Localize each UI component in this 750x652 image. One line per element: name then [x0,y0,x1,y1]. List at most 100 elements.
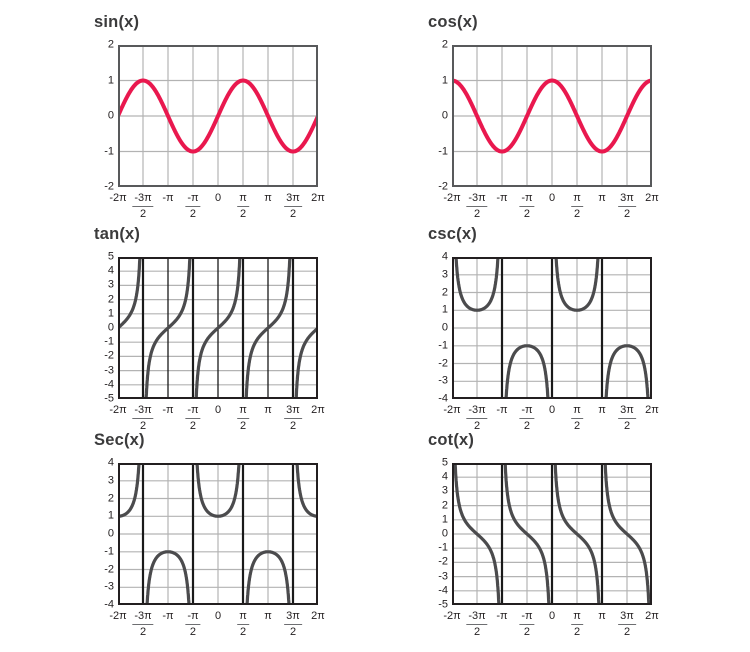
x-tick-denominator: 2 [573,625,581,638]
x-tick-label: 0 [547,192,557,206]
y-tick-label: 2 [107,492,114,504]
x-tick-denominator: 2 [623,419,631,432]
x-tick-numerator: 3π [284,610,302,625]
x-tick-numerator: π [264,404,272,416]
x-tick-numerator: π [598,192,606,204]
plot-canvas-cos [452,45,652,187]
x-tick-numerator: 3π [284,404,302,419]
y-tick-label: 1 [441,74,448,86]
x-tick-label: 0 [213,610,223,624]
y-tick-label: 4 [441,250,448,263]
x-tick-denominator: 2 [473,207,481,220]
x-tick-numerator: π [598,404,606,416]
csc-curve [454,257,650,399]
x-tick-numerator: 0 [214,192,222,204]
cot-curve [453,463,651,605]
y-tick-label: -1 [438,541,448,554]
x-tick-label: -π 2 [519,610,535,638]
x-tick-label: -3π 2 [132,610,154,638]
x-tick-label: 0 [547,610,557,624]
x-tick-numerator: -π [162,192,174,204]
plot-sec: Sec(x) 4 3 2 1 0 -1 -2 -3 -4 -2π -3π 2 -π -π 2 0 π 2 π 3π 2 2π [94,431,325,638]
x-tick-numerator: -π [185,404,201,419]
plot-border [452,45,652,187]
plot-tan: tan(x) 5 4 3 2 1 0 -1 -2 -3 -4 -5 -2π -3π 2 -π -π 2 0 π 2 π 3π… [94,225,325,432]
x-tick-label: -3π 2 [132,192,154,220]
x-tick-denominator: 2 [523,419,531,432]
y-tick-label: -1 [104,545,114,558]
x-tick-denominator: 2 [473,625,481,638]
y-tick-label: 2 [107,38,114,51]
plot-title-csc: csc(x) [428,225,477,243]
x-tick-numerator: 2π [311,610,325,622]
y-tick-label: 0 [107,527,114,540]
x-tick-numerator: -2π [109,192,127,204]
y-tick-label: 2 [441,499,448,512]
y-tick-label: 0 [107,321,114,334]
x-tick-label: 3π 2 [618,404,636,432]
y-tick-label: 1 [107,307,114,320]
y-tick-label: 4 [107,264,114,277]
plot-csc: csc(x) 4 3 2 1 0 -1 -2 -3 -4 -2π -3π 2 -π -π 2 0 π 2 π 3π 2 2π [428,225,659,432]
x-tick-denominator: 2 [239,207,247,220]
plot-canvas-sec [118,463,318,605]
x-tick-numerator: -2π [109,610,127,622]
x-tick-denominator: 2 [623,207,631,220]
y-tick-label: -1 [438,339,448,352]
y-tick-label: -1 [104,145,114,157]
x-tick-numerator: -2π [443,404,461,416]
x-tick-numerator: π [571,192,583,207]
x-tick-numerator: 2π [645,610,659,622]
plot-cos: cos(x) 2 1 0 -1 -2 -2π -3π 2 -π -π 2 0 π 2 π 3π 2 2π [428,13,659,220]
x-tick-denominator: 2 [523,625,531,638]
x-tick-numerator: -π [519,192,535,207]
x-tick-label: -π 2 [185,192,201,220]
sin-curve [118,78,318,154]
x-tick-numerator: -π [185,610,201,625]
x-tick-denominator: 2 [239,625,247,638]
y-tick-label: -2 [104,180,114,193]
y-tick-label: -3 [104,580,114,593]
x-tick-label: 3π 2 [284,192,302,220]
x-tick-label: -3π 2 [466,404,488,432]
x-tick-numerator: π [571,404,583,419]
x-tick-label: -π 2 [519,404,535,432]
plot-canvas-sin [118,45,318,187]
y-tick-label: 2 [441,38,448,51]
y-tick-label: 4 [441,470,448,483]
plot-canvas-csc [452,257,652,399]
x-tick-numerator: π [237,404,249,419]
x-tick-numerator: π [237,610,249,625]
x-tick-label: -3π 2 [466,192,488,220]
x-tick-label: -3π 2 [132,404,154,432]
x-tick-numerator: -π [496,192,508,204]
plot-title-sin: sin(x) [94,13,140,31]
x-tick-numerator: 3π [618,192,636,207]
x-tick-denominator: 2 [139,419,147,432]
y-tick-label: -2 [104,563,114,575]
plot-title-sec: Sec(x) [94,431,145,449]
y-tick-label: -2 [438,180,448,193]
x-tick-numerator: -2π [443,192,461,204]
x-tick-label: 2π [309,192,327,206]
y-tick-label: -1 [104,335,114,348]
x-tick-numerator: -π [162,404,174,416]
x-tick-denominator: 2 [573,419,581,432]
x-tick-denominator: 2 [139,207,147,220]
x-tick-denominator: 2 [623,625,631,638]
x-tick-label: -π [160,192,175,206]
x-tick-denominator: 2 [189,625,197,638]
x-tick-label: 2π [643,610,661,624]
x-tick-numerator: π [598,610,606,622]
x-tick-numerator: 2π [311,192,325,204]
sec-curve [118,463,318,605]
x-tick-denominator: 2 [573,207,581,220]
plot-sin: sin(x) 2 1 0 -1 -2 -2π -3π 2 -π -π 2 0 π 2 π 3π 2 2π [94,13,325,220]
y-tick-label: 4 [107,456,114,469]
y-tick-label: -3 [104,364,114,377]
x-tick-denominator: 2 [189,207,197,220]
